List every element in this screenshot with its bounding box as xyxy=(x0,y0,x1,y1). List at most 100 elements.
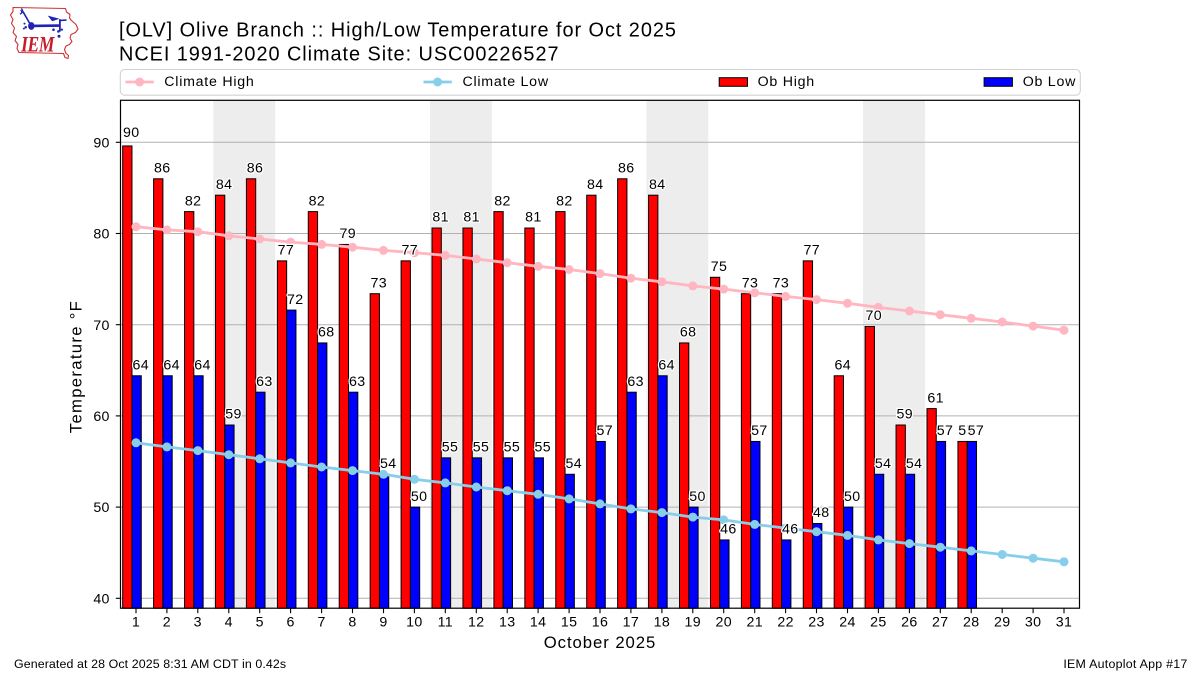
svg-text:Ob High: Ob High xyxy=(758,74,815,90)
svg-text:29: 29 xyxy=(994,614,1010,630)
svg-text:70: 70 xyxy=(93,318,109,334)
svg-text:19: 19 xyxy=(685,614,701,630)
svg-text:90: 90 xyxy=(93,135,109,151)
svg-text:60: 60 xyxy=(93,409,109,425)
svg-text:7: 7 xyxy=(317,614,325,630)
svg-text:82: 82 xyxy=(494,193,510,209)
svg-text:Climate High: Climate High xyxy=(164,74,254,90)
svg-text:70: 70 xyxy=(865,308,881,324)
svg-text:50: 50 xyxy=(93,500,109,516)
svg-text:Generated at 28 Oct 2025 8:31: Generated at 28 Oct 2025 8:31 AM CDT in … xyxy=(14,657,286,671)
svg-text:57: 57 xyxy=(751,423,767,439)
svg-text:1: 1 xyxy=(132,614,140,630)
svg-text:17: 17 xyxy=(623,614,639,630)
svg-text:11: 11 xyxy=(438,614,453,630)
svg-text:23: 23 xyxy=(808,614,824,630)
svg-text:72: 72 xyxy=(287,292,303,308)
svg-text:50: 50 xyxy=(411,489,427,505)
svg-text:28: 28 xyxy=(963,614,979,630)
svg-text:68: 68 xyxy=(680,325,696,341)
svg-text:46: 46 xyxy=(782,522,798,538)
svg-text:84: 84 xyxy=(587,177,603,193)
svg-text:IEM: IEM xyxy=(20,33,55,58)
svg-text:Climate Low: Climate Low xyxy=(463,74,549,90)
svg-text:64: 64 xyxy=(835,358,851,374)
svg-text:50: 50 xyxy=(689,489,705,505)
svg-text:86: 86 xyxy=(154,161,170,177)
svg-text:15: 15 xyxy=(561,614,577,630)
svg-text:Temperature °F: Temperature °F xyxy=(67,300,86,433)
svg-text:90: 90 xyxy=(123,125,139,141)
svg-text:59: 59 xyxy=(225,407,241,423)
svg-text:50: 50 xyxy=(844,489,860,505)
svg-text:30: 30 xyxy=(1025,614,1041,630)
svg-text:55: 55 xyxy=(535,440,551,456)
svg-text:81: 81 xyxy=(432,210,448,226)
svg-text:54: 54 xyxy=(566,456,582,472)
svg-text:59: 59 xyxy=(896,407,912,423)
svg-text:77: 77 xyxy=(278,243,294,259)
svg-text:86: 86 xyxy=(618,161,634,177)
svg-text:55: 55 xyxy=(504,440,520,456)
svg-text:3: 3 xyxy=(194,614,202,630)
svg-text:10: 10 xyxy=(406,614,422,630)
svg-text:73: 73 xyxy=(773,275,789,291)
svg-text:68: 68 xyxy=(318,325,334,341)
svg-text:5: 5 xyxy=(256,614,264,630)
svg-text:77: 77 xyxy=(401,243,417,259)
svg-text:16: 16 xyxy=(592,614,608,630)
svg-text:46: 46 xyxy=(720,522,736,538)
svg-text:57: 57 xyxy=(968,423,984,439)
svg-text:84: 84 xyxy=(649,177,665,193)
svg-text:64: 64 xyxy=(194,358,210,374)
svg-text:25: 25 xyxy=(870,614,886,630)
svg-text:26: 26 xyxy=(901,614,917,630)
svg-text:6: 6 xyxy=(286,614,294,630)
svg-text:[OLV] Olive Branch :: High/Low: [OLV] Olive Branch :: High/Low Temperatu… xyxy=(119,20,677,42)
svg-text:24: 24 xyxy=(839,614,855,630)
svg-text:18: 18 xyxy=(654,614,670,630)
svg-text:86: 86 xyxy=(247,161,263,177)
svg-text:20: 20 xyxy=(715,614,731,630)
svg-text:48: 48 xyxy=(813,505,829,521)
svg-text:NCEI 1991-2020 Climate Site: U: NCEI 1991-2020 Climate Site: USC00226527 xyxy=(119,43,559,65)
svg-text:82: 82 xyxy=(185,193,201,209)
svg-text:61: 61 xyxy=(927,390,943,406)
svg-text:55: 55 xyxy=(442,440,458,456)
svg-text:54: 54 xyxy=(380,456,396,472)
svg-text:13: 13 xyxy=(499,614,515,630)
svg-text:9: 9 xyxy=(379,614,387,630)
svg-text:81: 81 xyxy=(463,210,479,226)
svg-text:31: 31 xyxy=(1056,614,1072,630)
svg-text:2: 2 xyxy=(163,614,171,630)
svg-text:81: 81 xyxy=(525,210,541,226)
svg-text:73: 73 xyxy=(371,275,387,291)
svg-text:12: 12 xyxy=(468,614,484,630)
svg-text:64: 64 xyxy=(132,358,148,374)
svg-text:40: 40 xyxy=(93,591,109,607)
svg-text:77: 77 xyxy=(804,243,820,259)
svg-text:75: 75 xyxy=(711,259,727,275)
svg-text:82: 82 xyxy=(309,193,325,209)
svg-text:27: 27 xyxy=(932,614,948,630)
svg-text:64: 64 xyxy=(163,358,179,374)
svg-text:57: 57 xyxy=(596,423,612,439)
svg-text:84: 84 xyxy=(216,177,232,193)
svg-text:80: 80 xyxy=(93,227,109,243)
svg-text:21: 21 xyxy=(746,614,762,630)
svg-text:Ob Low: Ob Low xyxy=(1023,74,1076,90)
svg-text:54: 54 xyxy=(906,456,922,472)
svg-text:63: 63 xyxy=(349,374,365,390)
svg-text:October 2025: October 2025 xyxy=(544,633,657,652)
svg-text:63: 63 xyxy=(627,374,643,390)
svg-text:8: 8 xyxy=(348,614,356,630)
svg-text:55: 55 xyxy=(473,440,489,456)
svg-text:64: 64 xyxy=(658,358,674,374)
svg-text:IEM Autoplot App #17: IEM Autoplot App #17 xyxy=(1063,657,1187,671)
svg-text:63: 63 xyxy=(256,374,272,390)
svg-text:82: 82 xyxy=(556,193,572,209)
svg-text:4: 4 xyxy=(225,614,233,630)
svg-text:54: 54 xyxy=(875,456,891,472)
svg-text:22: 22 xyxy=(777,614,793,630)
svg-text:73: 73 xyxy=(742,275,758,291)
